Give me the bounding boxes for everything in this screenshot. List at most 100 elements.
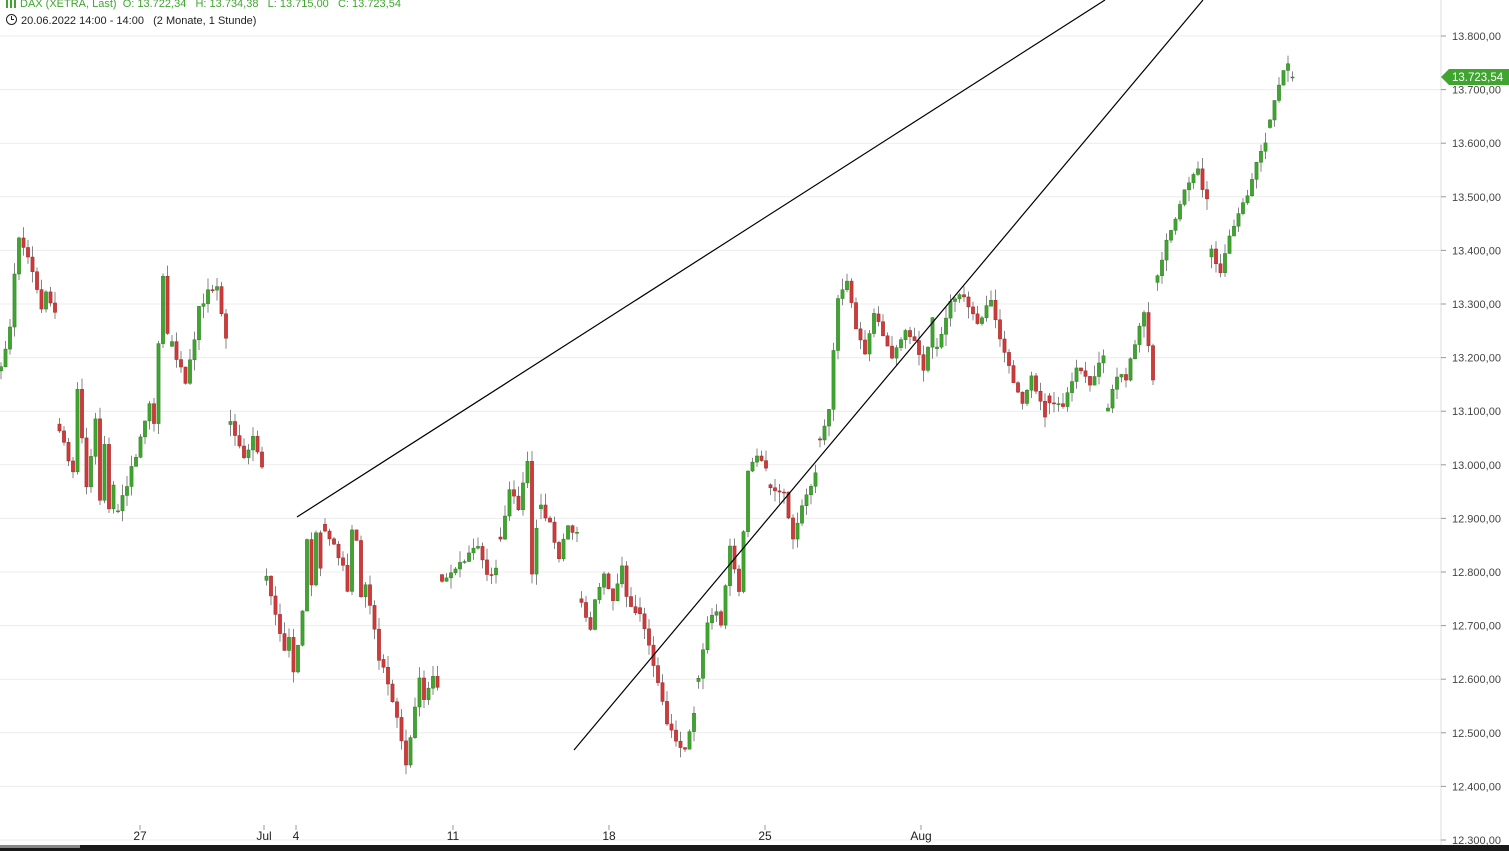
candle-body [188, 359, 192, 384]
candle-body [17, 237, 21, 275]
candle-body [656, 665, 660, 683]
candle-body [804, 494, 809, 507]
candle-body [809, 486, 813, 496]
y-tick-label: 13.800,00 [1452, 31, 1501, 43]
candle-body [1065, 392, 1070, 407]
candle-body [863, 339, 867, 355]
candle-body [998, 319, 1002, 340]
candle-body [282, 633, 287, 651]
bottom-bar [0, 845, 1509, 851]
candle-body [782, 491, 786, 494]
candle-body [795, 522, 800, 540]
candle-body [588, 617, 593, 630]
candle-body [377, 628, 381, 661]
candle-body [1146, 312, 1151, 346]
candle-body [314, 532, 318, 586]
candle-body [579, 598, 584, 603]
candle-body [246, 449, 251, 458]
candle-body [552, 521, 557, 543]
candle-body [984, 305, 989, 319]
candle-body [89, 456, 93, 488]
candle-body [507, 489, 512, 517]
candle-body [773, 487, 777, 492]
candle-body [710, 614, 714, 624]
candle-body [597, 586, 602, 600]
candle-body [1241, 202, 1245, 214]
candle-body [665, 701, 669, 725]
candle-body [615, 583, 620, 601]
candle-body [57, 423, 62, 432]
y-tick-label: 13.000,00 [1452, 460, 1501, 472]
candle-body [1043, 401, 1047, 418]
candle-body [179, 359, 183, 368]
scrollbar-thumb[interactable] [0, 845, 80, 848]
candle-body [93, 418, 98, 457]
candle-body [948, 301, 953, 319]
candle-body [845, 280, 849, 290]
candle-body [408, 737, 413, 766]
candle-body [1133, 344, 1137, 360]
candle-body [1029, 375, 1034, 391]
candle-body [1137, 325, 1142, 345]
candle-body [183, 366, 188, 384]
candle-body [539, 504, 543, 510]
candle-body [962, 294, 966, 298]
y-tick-label: 13.100,00 [1452, 406, 1501, 418]
candle-body [224, 313, 228, 339]
lower-trendline[interactable] [573, 0, 1204, 751]
candle-body [1232, 225, 1236, 237]
ohlc-values: O: 13.722,34 H: 13.734,38 L: 13.715,00 C… [122, 0, 401, 10]
candle-body [881, 321, 885, 337]
candle-body [503, 515, 507, 540]
candle-body [602, 573, 606, 588]
candle-body [381, 659, 386, 668]
x-tick-label: 4 [293, 829, 300, 843]
candle-body [287, 637, 291, 651]
candle-body [1164, 239, 1169, 261]
candle-body [1227, 235, 1232, 254]
candle-body [1142, 312, 1146, 327]
candle-body [152, 403, 156, 424]
candle-body [1268, 119, 1272, 128]
candle-body [494, 567, 498, 576]
candle-body [1101, 355, 1106, 364]
candlestick-icon [6, 0, 16, 8]
candle-body [606, 573, 611, 589]
candle-body [566, 525, 570, 540]
candle-body [170, 341, 174, 347]
candle-body [237, 435, 242, 447]
candle-body [242, 445, 246, 458]
candle-body [1290, 76, 1295, 79]
candle-body [75, 389, 80, 473]
candle-body [831, 350, 836, 410]
candle-body [233, 421, 237, 436]
candle-body [318, 532, 323, 569]
candle-body [1200, 168, 1205, 190]
candle-body [372, 605, 377, 630]
candle-body [30, 256, 35, 272]
x-tick-label: 11 [447, 829, 460, 843]
candle-body [251, 436, 255, 451]
candle-body [84, 437, 89, 488]
candle-body [1281, 70, 1286, 86]
y-tick-label: 12.400,00 [1452, 781, 1501, 793]
candle-body [386, 667, 390, 685]
candle-body [147, 403, 152, 422]
candle-body [696, 677, 701, 682]
candle-body [971, 306, 975, 315]
candle-body [327, 530, 332, 540]
candle-body [363, 584, 368, 597]
y-tick-label: 13.300,00 [1452, 299, 1501, 311]
candle-body [669, 723, 674, 731]
candle-body [35, 271, 39, 290]
upper-trendline[interactable] [296, 0, 1106, 518]
candle-body [480, 546, 485, 561]
candle-body [629, 596, 633, 607]
candle-body [1245, 195, 1250, 203]
y-tick-label: 12.300,00 [1452, 835, 1501, 847]
candle-body [1092, 376, 1097, 386]
candle-body [462, 561, 467, 563]
candle-body [1124, 374, 1128, 381]
candle-body [174, 341, 179, 360]
